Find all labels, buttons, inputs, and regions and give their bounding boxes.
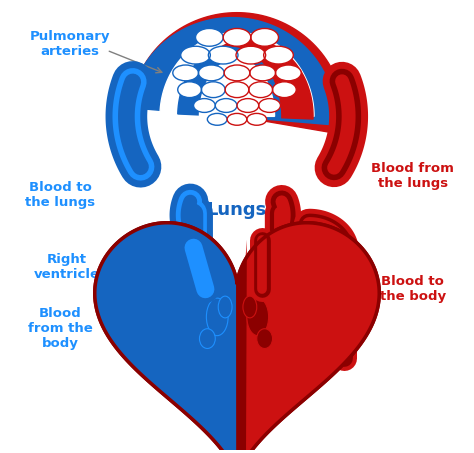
Text: Heart: Heart: [209, 419, 265, 437]
Ellipse shape: [224, 65, 250, 81]
Polygon shape: [95, 213, 238, 453]
Ellipse shape: [250, 65, 275, 81]
Polygon shape: [160, 33, 314, 116]
Text: Blood to
the body: Blood to the body: [380, 275, 446, 303]
Ellipse shape: [207, 113, 227, 125]
Polygon shape: [130, 18, 335, 125]
Polygon shape: [95, 223, 379, 453]
Text: Blood from
the lungs: Blood from the lungs: [372, 162, 454, 190]
Polygon shape: [246, 223, 379, 453]
Ellipse shape: [247, 298, 269, 336]
Ellipse shape: [275, 65, 301, 81]
Ellipse shape: [178, 82, 201, 97]
Ellipse shape: [227, 113, 247, 125]
Polygon shape: [178, 47, 281, 119]
Text: Right
ventricle: Right ventricle: [34, 254, 100, 281]
Ellipse shape: [195, 29, 223, 46]
Polygon shape: [200, 59, 274, 116]
Ellipse shape: [257, 329, 273, 348]
Ellipse shape: [218, 296, 232, 318]
Polygon shape: [185, 39, 313, 119]
Ellipse shape: [201, 82, 225, 97]
Ellipse shape: [264, 46, 293, 64]
Ellipse shape: [236, 46, 265, 64]
Text: Pulmonary
arteries: Pulmonary arteries: [30, 30, 110, 58]
Ellipse shape: [193, 99, 215, 112]
Text: Blood to
the lungs: Blood to the lungs: [25, 181, 95, 209]
Ellipse shape: [247, 113, 267, 125]
Ellipse shape: [237, 99, 259, 112]
Ellipse shape: [259, 99, 281, 112]
Polygon shape: [236, 213, 379, 453]
Ellipse shape: [249, 82, 273, 97]
Ellipse shape: [251, 29, 279, 46]
Ellipse shape: [200, 329, 215, 348]
Text: Lungs: Lungs: [207, 201, 267, 219]
Ellipse shape: [273, 82, 296, 97]
Ellipse shape: [199, 65, 224, 81]
Polygon shape: [132, 13, 344, 135]
Text: Blood
from the
body: Blood from the body: [28, 307, 92, 350]
Ellipse shape: [243, 296, 257, 318]
Ellipse shape: [173, 65, 199, 81]
Ellipse shape: [206, 298, 228, 336]
Ellipse shape: [209, 46, 238, 64]
Ellipse shape: [223, 29, 251, 46]
Ellipse shape: [215, 99, 237, 112]
Ellipse shape: [181, 46, 210, 64]
Ellipse shape: [225, 82, 249, 97]
